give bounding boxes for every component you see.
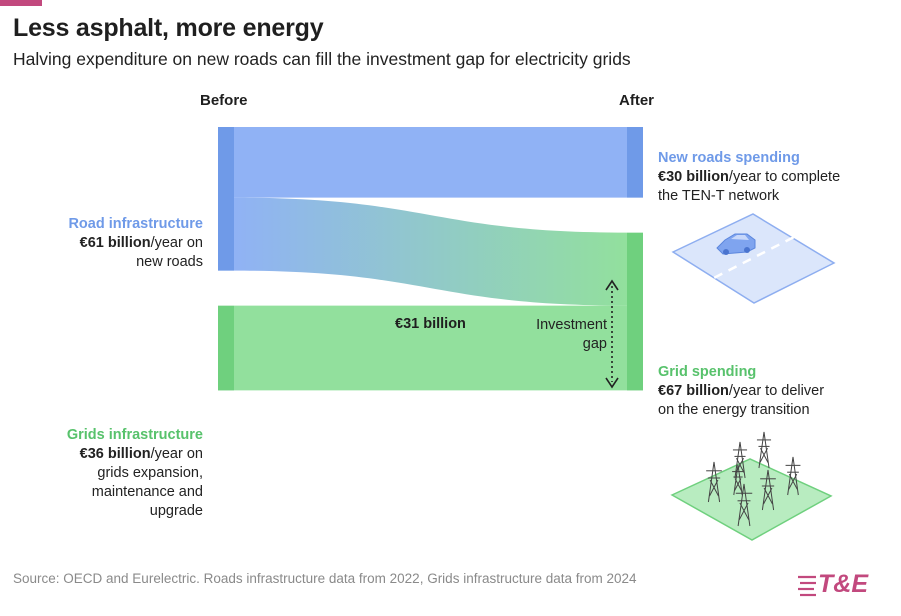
sankey-node-after-1 bbox=[627, 127, 643, 198]
power-pylons-icon bbox=[670, 431, 833, 541]
logo-stripes-icon bbox=[798, 575, 816, 597]
sankey-node-before-2 bbox=[218, 305, 234, 391]
label-road-infrastructure: Road infrastructure €61 billion/year on … bbox=[68, 216, 203, 270]
label-grid-spending: Grid spending €67 billion/year to delive… bbox=[658, 364, 825, 418]
logo-text: T&E bbox=[818, 570, 868, 598]
sankey-flow-3 bbox=[234, 305, 627, 391]
chart-subtitle: Halving expenditure on new roads can fil… bbox=[13, 49, 631, 69]
column-header-before: Before bbox=[200, 92, 248, 109]
sankey-flow-1 bbox=[234, 127, 627, 198]
label-new-roads-spending: New roads spending €30 billion/year to c… bbox=[658, 150, 841, 204]
sankey-flow-2 bbox=[234, 197, 627, 306]
investment-gap-label: Investment gap bbox=[536, 317, 607, 352]
sankey-node-before-1 bbox=[218, 127, 234, 271]
column-header-after: After bbox=[619, 92, 655, 109]
gap-arrow bbox=[605, 279, 619, 389]
source-note: Source: OECD and Eurelectric. Roads infr… bbox=[13, 571, 637, 586]
label-grids-infrastructure: Grids infrastructure €36 billion/year on… bbox=[66, 427, 203, 519]
flow-label-31-billion: €31 billion bbox=[395, 316, 466, 332]
te-logo: T&E bbox=[796, 570, 888, 600]
chart-title: Less asphalt, more energy bbox=[13, 14, 324, 42]
accent-bar bbox=[0, 0, 42, 6]
sankey-node-after-2 bbox=[627, 232, 643, 391]
car-on-road-icon bbox=[671, 213, 836, 304]
